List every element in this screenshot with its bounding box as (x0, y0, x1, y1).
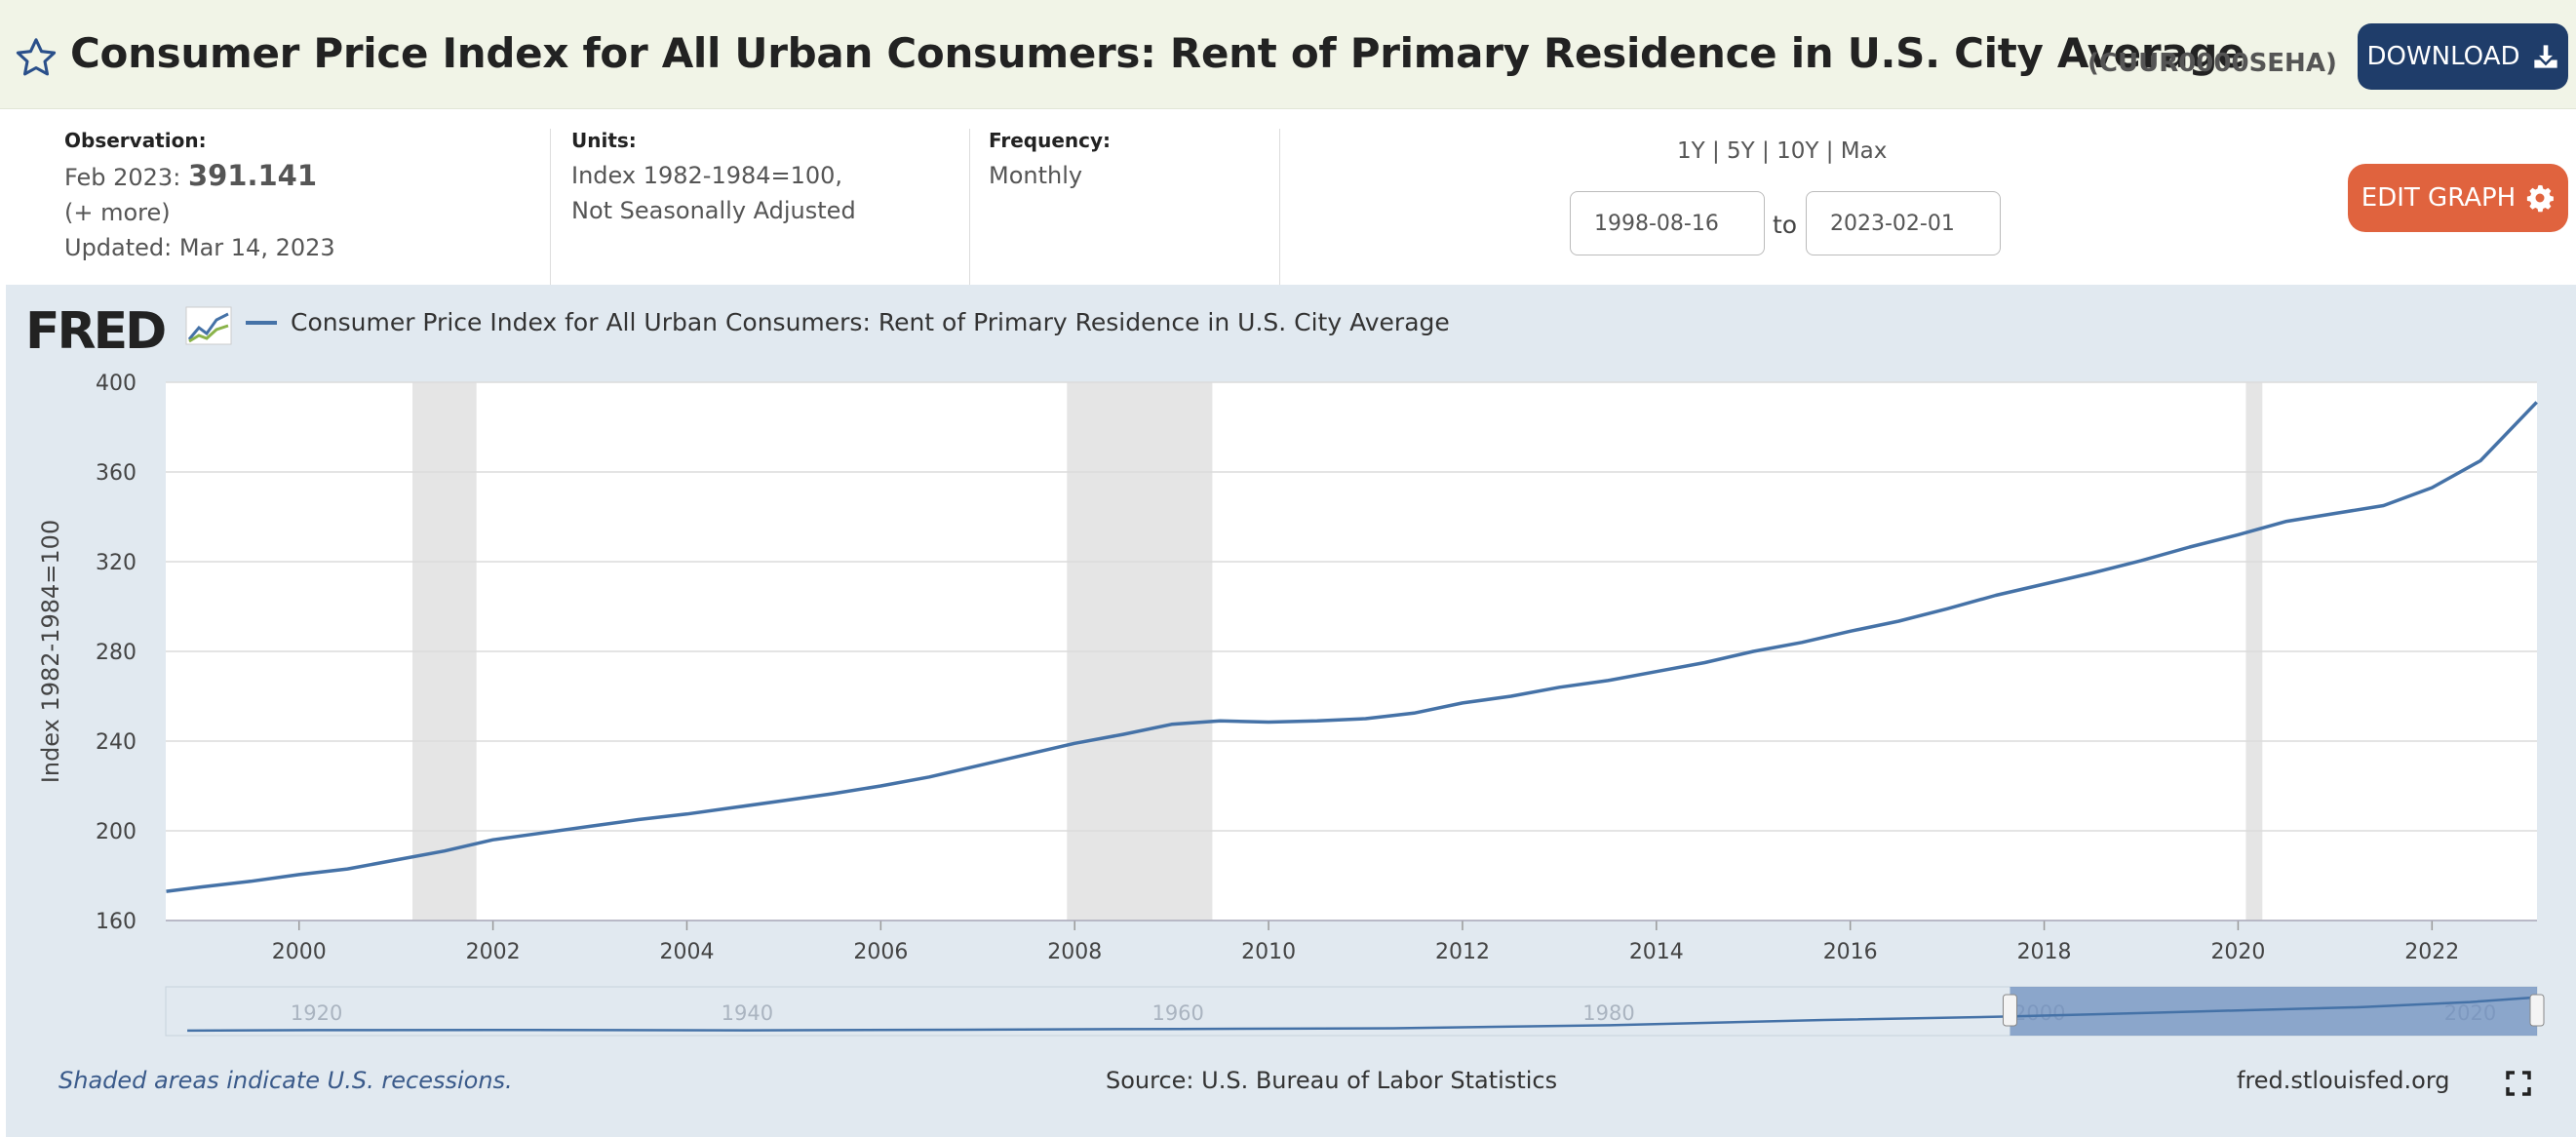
recession-note: Shaded areas indicate U.S. recessions. (59, 1067, 513, 1094)
x-tick-label: 2008 (1047, 940, 1102, 964)
range-links[interactable]: 1Y | 5Y | 10Y | Max (1677, 138, 1888, 164)
series-line (166, 401, 2538, 893)
x-tick-label: 2020 (2210, 940, 2265, 964)
fred-chart-icon (185, 306, 232, 345)
updated-date: Updated: Mar 14, 2023 (64, 234, 335, 261)
download-icon (2533, 45, 2557, 68)
units-line-1: Index 1982-1984=100, (571, 162, 843, 189)
x-tick-label: 2000 (272, 940, 327, 964)
x-tick-label: 2022 (2404, 940, 2459, 964)
y-tick-label: 160 (96, 910, 137, 934)
series-id: (CUUR0000SEHA) (2088, 49, 2337, 78)
chart-legend: Consumer Price Index for All Urban Consu… (246, 308, 1450, 336)
navigator-label: 1940 (722, 1001, 773, 1025)
y-tick-label: 240 (96, 730, 137, 755)
y-tick-label: 360 (96, 461, 137, 486)
x-tick-label: 2006 (853, 940, 908, 964)
y-tick-label: 400 (96, 372, 137, 396)
source-note[interactable]: Source: U.S. Bureau of Labor Statistics (1106, 1067, 1558, 1094)
more-observations-link[interactable]: (+ more) (64, 199, 171, 226)
navigator-selection (2010, 987, 2537, 1036)
x-tick-label: 2012 (1435, 940, 1490, 964)
y-tick-label: 200 (96, 820, 137, 844)
navigator-label: 1980 (1582, 1001, 1634, 1025)
frequency-value: Monthly (989, 162, 1083, 189)
star-icon[interactable] (14, 35, 59, 80)
y-tick-label: 320 (96, 551, 137, 575)
to-label: to (1773, 211, 1798, 239)
observation-block: Observation: Feb 2023: 391.141 (+ more) … (64, 129, 335, 265)
navigator-label: 1960 (1151, 1001, 1203, 1025)
observation-date: Feb 2023: (64, 164, 181, 191)
title-bar: Consumer Price Index for All Urban Consu… (0, 0, 2576, 109)
edit-graph-label: EDIT GRAPH (2361, 183, 2517, 213)
divider (550, 129, 551, 285)
series-metadata: Observation: Feb 2023: 391.141 (+ more) … (0, 109, 2576, 285)
y-axis-label: Index 1982-1984=100 (37, 520, 64, 783)
divider (1279, 129, 1280, 285)
fullscreen-icon[interactable] (2506, 1071, 2531, 1096)
end-date-input[interactable] (1806, 191, 2001, 255)
units-label: Units: (571, 129, 637, 152)
edit-graph-button[interactable]: EDIT GRAPH (2348, 164, 2568, 232)
navigator-label: 1920 (291, 1001, 342, 1025)
x-tick-label: 2002 (466, 940, 521, 964)
navigator-handle[interactable] (2002, 994, 2017, 1027)
x-tick-label: 2010 (1241, 940, 1296, 964)
frequency-block: Frequency: Monthly (989, 129, 1111, 193)
observation-label: Observation: (64, 129, 207, 152)
x-tick-label: 2004 (659, 940, 714, 964)
legend-series-name: Consumer Price Index for All Urban Consu… (291, 308, 1450, 336)
navigator-line (187, 996, 2537, 1033)
observation-value: 391.141 (187, 159, 318, 192)
start-date-input[interactable] (1570, 191, 1765, 255)
frequency-label: Frequency: (989, 129, 1112, 152)
y-tick-label: 280 (96, 641, 137, 665)
x-tick-label: 2016 (1823, 940, 1878, 964)
download-label: DOWNLOAD (2366, 42, 2520, 71)
gear-icon (2527, 184, 2555, 213)
units-block: Units: Index 1982-1984=100, Not Seasonal… (571, 129, 856, 228)
navigator-handle[interactable] (2529, 994, 2545, 1027)
x-tick-label: 2018 (2017, 940, 2072, 964)
legend-swatch (246, 320, 277, 325)
page-title: Consumer Price Index for All Urban Consu… (70, 29, 2245, 77)
x-tick-label: 2014 (1629, 940, 1684, 964)
units-line-2: Not Seasonally Adjusted (571, 197, 856, 224)
fred-logo[interactable]: FRED (25, 302, 167, 361)
divider (969, 129, 970, 285)
site-link[interactable]: fred.stlouisfed.org (2237, 1067, 2450, 1094)
download-button[interactable]: DOWNLOAD (2358, 23, 2568, 90)
